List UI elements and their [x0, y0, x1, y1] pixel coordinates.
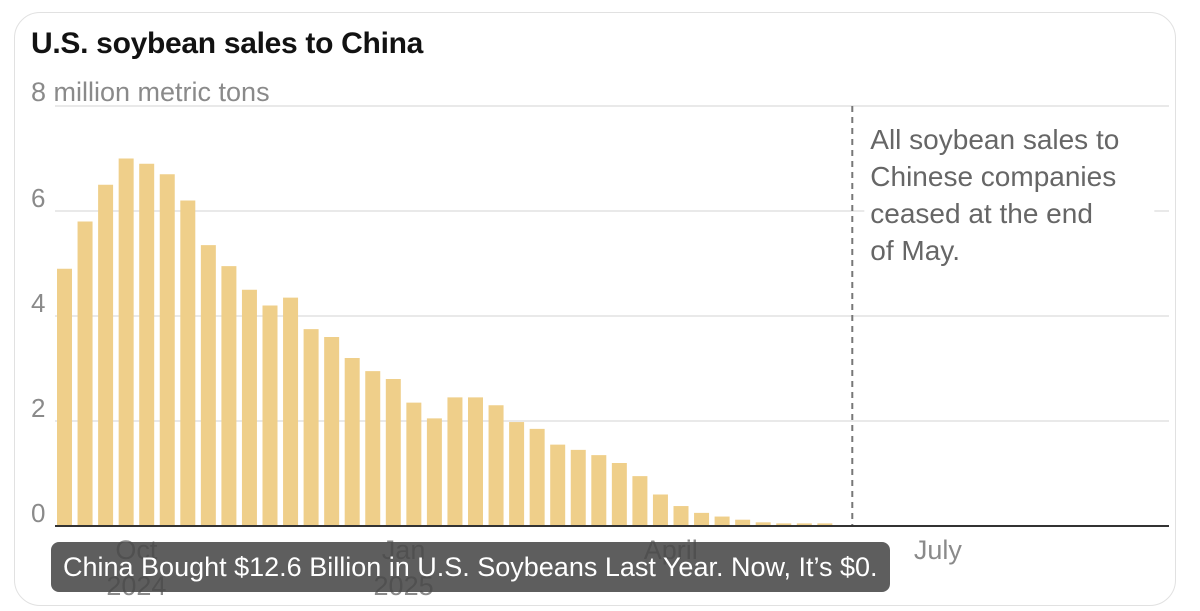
bar — [796, 523, 812, 526]
bar — [632, 476, 648, 526]
video-caption: China Bought $12.6 Billion in U.S. Soybe… — [51, 542, 890, 592]
chart-subtitle: 8 million metric tons — [31, 77, 270, 107]
bar — [509, 422, 525, 526]
bar — [776, 523, 792, 526]
bar — [426, 418, 442, 526]
y-tick-label: 6 — [31, 183, 45, 213]
bar — [652, 494, 668, 526]
bar — [529, 428, 545, 526]
bar — [385, 379, 401, 526]
bar — [591, 455, 607, 526]
bar — [755, 522, 771, 526]
bar — [221, 266, 237, 526]
annotation-text: Chinese companies — [870, 161, 1116, 192]
bar — [488, 405, 504, 526]
bar — [118, 158, 134, 526]
bar — [98, 184, 114, 526]
soybean-bar-chart: 8 million metric tons 0 2 4 6 All soybean sal… — [31, 77, 1169, 601]
y-tick-label: 2 — [31, 393, 45, 423]
bar — [550, 444, 566, 526]
bar — [139, 163, 155, 526]
bar — [159, 174, 175, 526]
annotation-background — [864, 123, 1155, 273]
bar — [57, 268, 72, 526]
y-tick-label: 0 — [31, 498, 45, 528]
bar — [324, 337, 340, 526]
bar — [241, 289, 257, 526]
y-tick-label: 4 — [31, 288, 45, 318]
bar — [406, 402, 422, 526]
bar — [694, 512, 710, 526]
bar — [673, 506, 689, 526]
chart-title: U.S. soybean sales to China — [31, 27, 424, 60]
bar — [365, 371, 381, 526]
bar — [77, 221, 93, 526]
chart-card: U.S. soybean sales to China 8 million me… — [14, 12, 1176, 606]
annotation-text: All soybean sales to — [870, 124, 1119, 155]
bar — [303, 329, 319, 526]
bar — [570, 449, 586, 526]
bar — [468, 397, 483, 526]
bar — [344, 358, 360, 526]
bar — [611, 463, 627, 526]
annotation-text: ceased at the end — [870, 198, 1093, 229]
bar — [817, 523, 833, 526]
bar — [735, 519, 751, 526]
bar — [180, 200, 196, 526]
annotation-text: of May. — [870, 235, 960, 266]
bar — [262, 305, 278, 526]
bar — [447, 397, 463, 526]
bar — [283, 297, 299, 526]
x-tick-month: July — [914, 535, 963, 565]
bar — [714, 516, 730, 526]
bar — [200, 245, 216, 526]
